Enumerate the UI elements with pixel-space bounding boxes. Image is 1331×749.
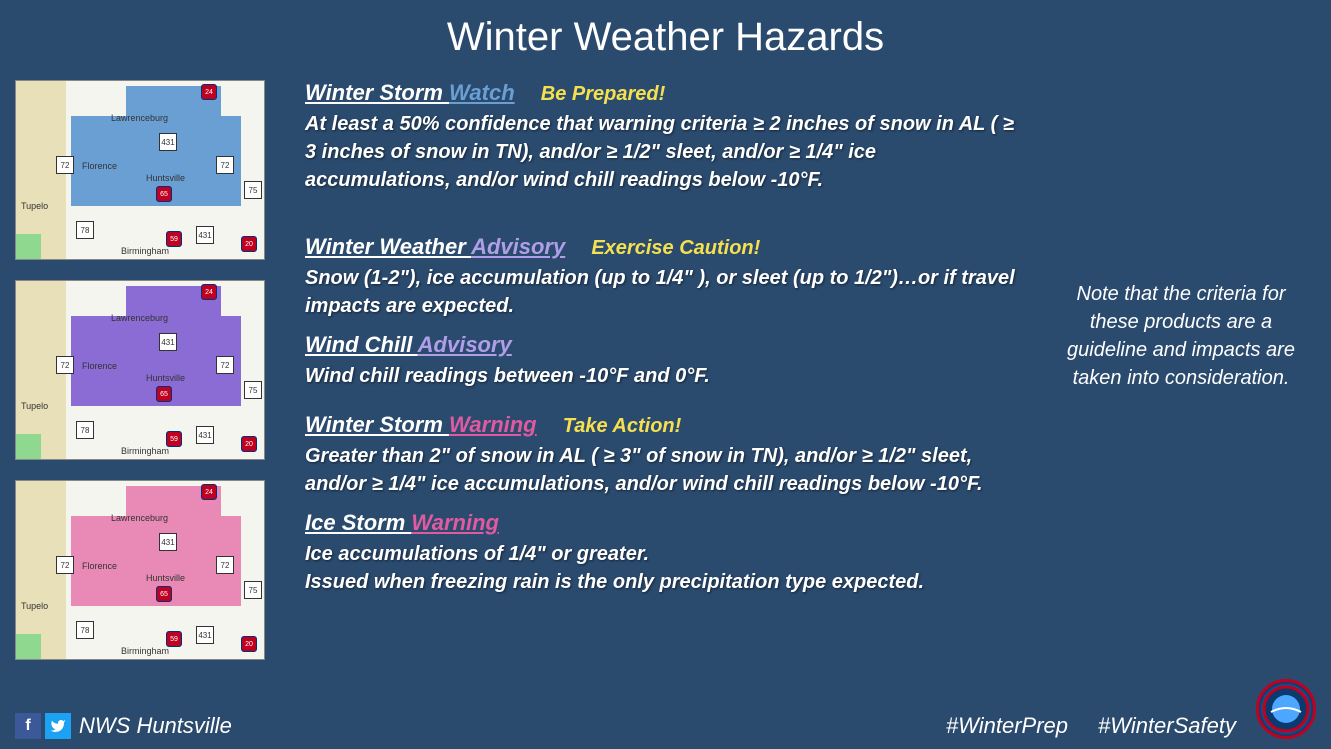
route-shield-icon: 75	[244, 381, 262, 399]
hazard-wc-advisory: Wind Chill Advisory Wind chill readings …	[305, 332, 1046, 390]
hazard-heading: Winter Storm Warning Take Action!	[305, 412, 1046, 438]
map-watch: Lawrenceburg Florence Huntsville Tupelo …	[15, 80, 265, 260]
route-shield-icon: 72	[56, 156, 74, 174]
interstate-icon: 24	[201, 484, 217, 500]
hazard-heading: Ice Storm Warning	[305, 510, 1046, 536]
map-warning: Lawrenceburg Florence Huntsville Tupelo …	[15, 480, 265, 660]
city-lawrenceburg: Lawrenceburg	[111, 513, 168, 523]
hazard-ice-warning: Ice Storm Warning Ice accumulations of 1…	[305, 510, 1046, 596]
route-shield-icon: 72	[216, 356, 234, 374]
interstate-icon: 20	[241, 236, 257, 252]
route-shield-icon: 78	[76, 421, 94, 439]
hazard-prefix: Wind Chill	[305, 332, 418, 357]
hazard-tagline: Exercise Caution!	[591, 237, 760, 259]
hazard-suffix: Advisory	[418, 332, 512, 357]
interstate-icon: 24	[201, 284, 217, 300]
hazard-body: Greater than 2" of snow in AL ( ≥ 3" of …	[305, 442, 1025, 498]
hazard-body: Snow (1-2"), ice accumulation (up to 1/4…	[305, 264, 1025, 320]
route-shield-icon: 431	[196, 626, 214, 644]
city-birmingham: Birmingham	[121, 446, 169, 456]
interstate-icon: 20	[241, 636, 257, 652]
hazard-heading: Wind Chill Advisory	[305, 332, 1046, 358]
hazard-heading: Winter Weather Advisory Exercise Caution…	[305, 234, 1046, 260]
footer: f NWS Huntsville #WinterPrep #WinterSafe…	[15, 713, 1316, 739]
city-florence: Florence	[82, 361, 117, 371]
page-title: Winter Weather Hazards	[0, 0, 1331, 80]
facebook-icon: f	[15, 713, 41, 739]
interstate-icon: 20	[241, 436, 257, 452]
route-shield-icon: 431	[159, 533, 177, 551]
hazard-watch: Winter Storm Watch Be Prepared! At least…	[305, 80, 1046, 194]
hazard-body: Wind chill readings between -10°F and 0°…	[305, 362, 1025, 390]
hazard-heading: Winter Storm Watch Be Prepared!	[305, 80, 1046, 106]
hazard-body: Ice accumulations of 1/4" or greater. Is…	[305, 540, 1025, 596]
hazard-body: At least a 50% confidence that warning c…	[305, 110, 1025, 194]
route-shield-icon: 72	[56, 556, 74, 574]
city-lawrenceburg: Lawrenceburg	[111, 113, 168, 123]
city-tupelo: Tupelo	[21, 201, 48, 211]
city-birmingham: Birmingham	[121, 646, 169, 656]
city-huntsville: Huntsville	[146, 373, 185, 383]
hazard-prefix: Ice Storm	[305, 510, 411, 535]
hazard-text-column: Winter Storm Watch Be Prepared! At least…	[275, 80, 1056, 660]
city-florence: Florence	[82, 161, 117, 171]
interstate-icon: 65	[156, 586, 172, 602]
city-birmingham: Birmingham	[121, 246, 169, 256]
city-florence: Florence	[82, 561, 117, 571]
twitter-icon	[45, 713, 71, 739]
hazard-ww-advisory: Winter Weather Advisory Exercise Caution…	[305, 234, 1046, 320]
route-shield-icon: 75	[244, 181, 262, 199]
city-tupelo: Tupelo	[21, 601, 48, 611]
content-row: Lawrenceburg Florence Huntsville Tupelo …	[0, 80, 1331, 660]
city-lawrenceburg: Lawrenceburg	[111, 313, 168, 323]
route-shield-icon: 72	[216, 556, 234, 574]
hazard-prefix: Winter Weather	[305, 234, 471, 259]
footer-handle: NWS Huntsville	[79, 713, 232, 739]
side-note: Note that the criteria for these product…	[1056, 80, 1316, 660]
hazard-tagline: Take Action!	[563, 415, 682, 437]
hazard-suffix: Warning	[449, 412, 537, 437]
social-icons: f	[15, 713, 71, 739]
nws-logo-icon	[1256, 679, 1316, 739]
hazard-prefix: Winter Storm	[305, 412, 449, 437]
route-shield-icon: 78	[76, 221, 94, 239]
map-advisory: Lawrenceburg Florence Huntsville Tupelo …	[15, 280, 265, 460]
hazard-ws-warning: Winter Storm Warning Take Action! Greate…	[305, 412, 1046, 498]
interstate-icon: 65	[156, 186, 172, 202]
hazard-tagline: Be Prepared!	[541, 83, 666, 105]
route-shield-icon: 431	[159, 333, 177, 351]
city-huntsville: Huntsville	[146, 573, 185, 583]
route-shield-icon: 431	[196, 426, 214, 444]
route-shield-icon: 72	[56, 356, 74, 374]
route-shield-icon: 431	[196, 226, 214, 244]
hazard-prefix: Winter Storm	[305, 80, 449, 105]
footer-hashtags: #WinterPrep #WinterSafety	[946, 713, 1236, 739]
route-shield-icon: 78	[76, 621, 94, 639]
city-huntsville: Huntsville	[146, 173, 185, 183]
maps-column: Lawrenceburg Florence Huntsville Tupelo …	[15, 80, 275, 660]
hashtag-wintersafety: #WinterSafety	[1098, 713, 1236, 739]
interstate-icon: 24	[201, 84, 217, 100]
hazard-suffix: Watch	[449, 80, 515, 105]
route-shield-icon: 72	[216, 156, 234, 174]
route-shield-icon: 431	[159, 133, 177, 151]
route-shield-icon: 75	[244, 581, 262, 599]
interstate-icon: 65	[156, 386, 172, 402]
interstate-icon: 59	[166, 231, 182, 247]
hazard-suffix: Advisory	[471, 234, 565, 259]
interstate-icon: 59	[166, 431, 182, 447]
city-tupelo: Tupelo	[21, 401, 48, 411]
interstate-icon: 59	[166, 631, 182, 647]
hashtag-winterprep: #WinterPrep	[946, 713, 1068, 739]
hazard-suffix: Warning	[411, 510, 499, 535]
